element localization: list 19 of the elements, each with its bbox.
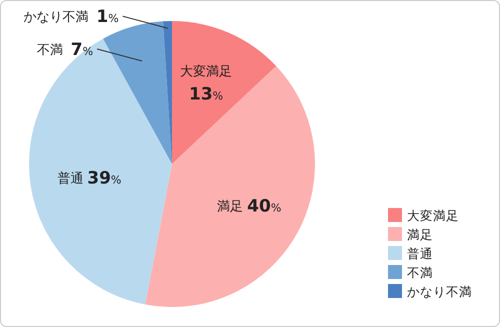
legend-label: 大変満足 <box>407 208 459 223</box>
slice-label: 普通 <box>57 170 84 186</box>
slice-label: かなり不満 <box>24 10 89 26</box>
data-label: 39% <box>87 168 122 188</box>
legend-label: 満足 <box>407 227 433 242</box>
slice-label: 大変満足 <box>180 63 232 80</box>
slice-label: 満足 <box>217 199 244 214</box>
data-label: 7% <box>70 40 94 60</box>
pie-slice <box>145 66 315 307</box>
data-label: 40% <box>247 196 282 216</box>
pie-slice <box>29 38 172 304</box>
data-label: 1% <box>96 7 119 28</box>
pie-slice <box>103 21 172 164</box>
legend-label: 不満 <box>407 265 433 280</box>
slice-label: 不満 <box>37 43 64 58</box>
data-label: 13% <box>189 84 224 104</box>
legend-label: かなり不満 <box>407 284 472 299</box>
pie-slice <box>172 21 276 164</box>
legend-label: 普通 <box>407 246 433 261</box>
